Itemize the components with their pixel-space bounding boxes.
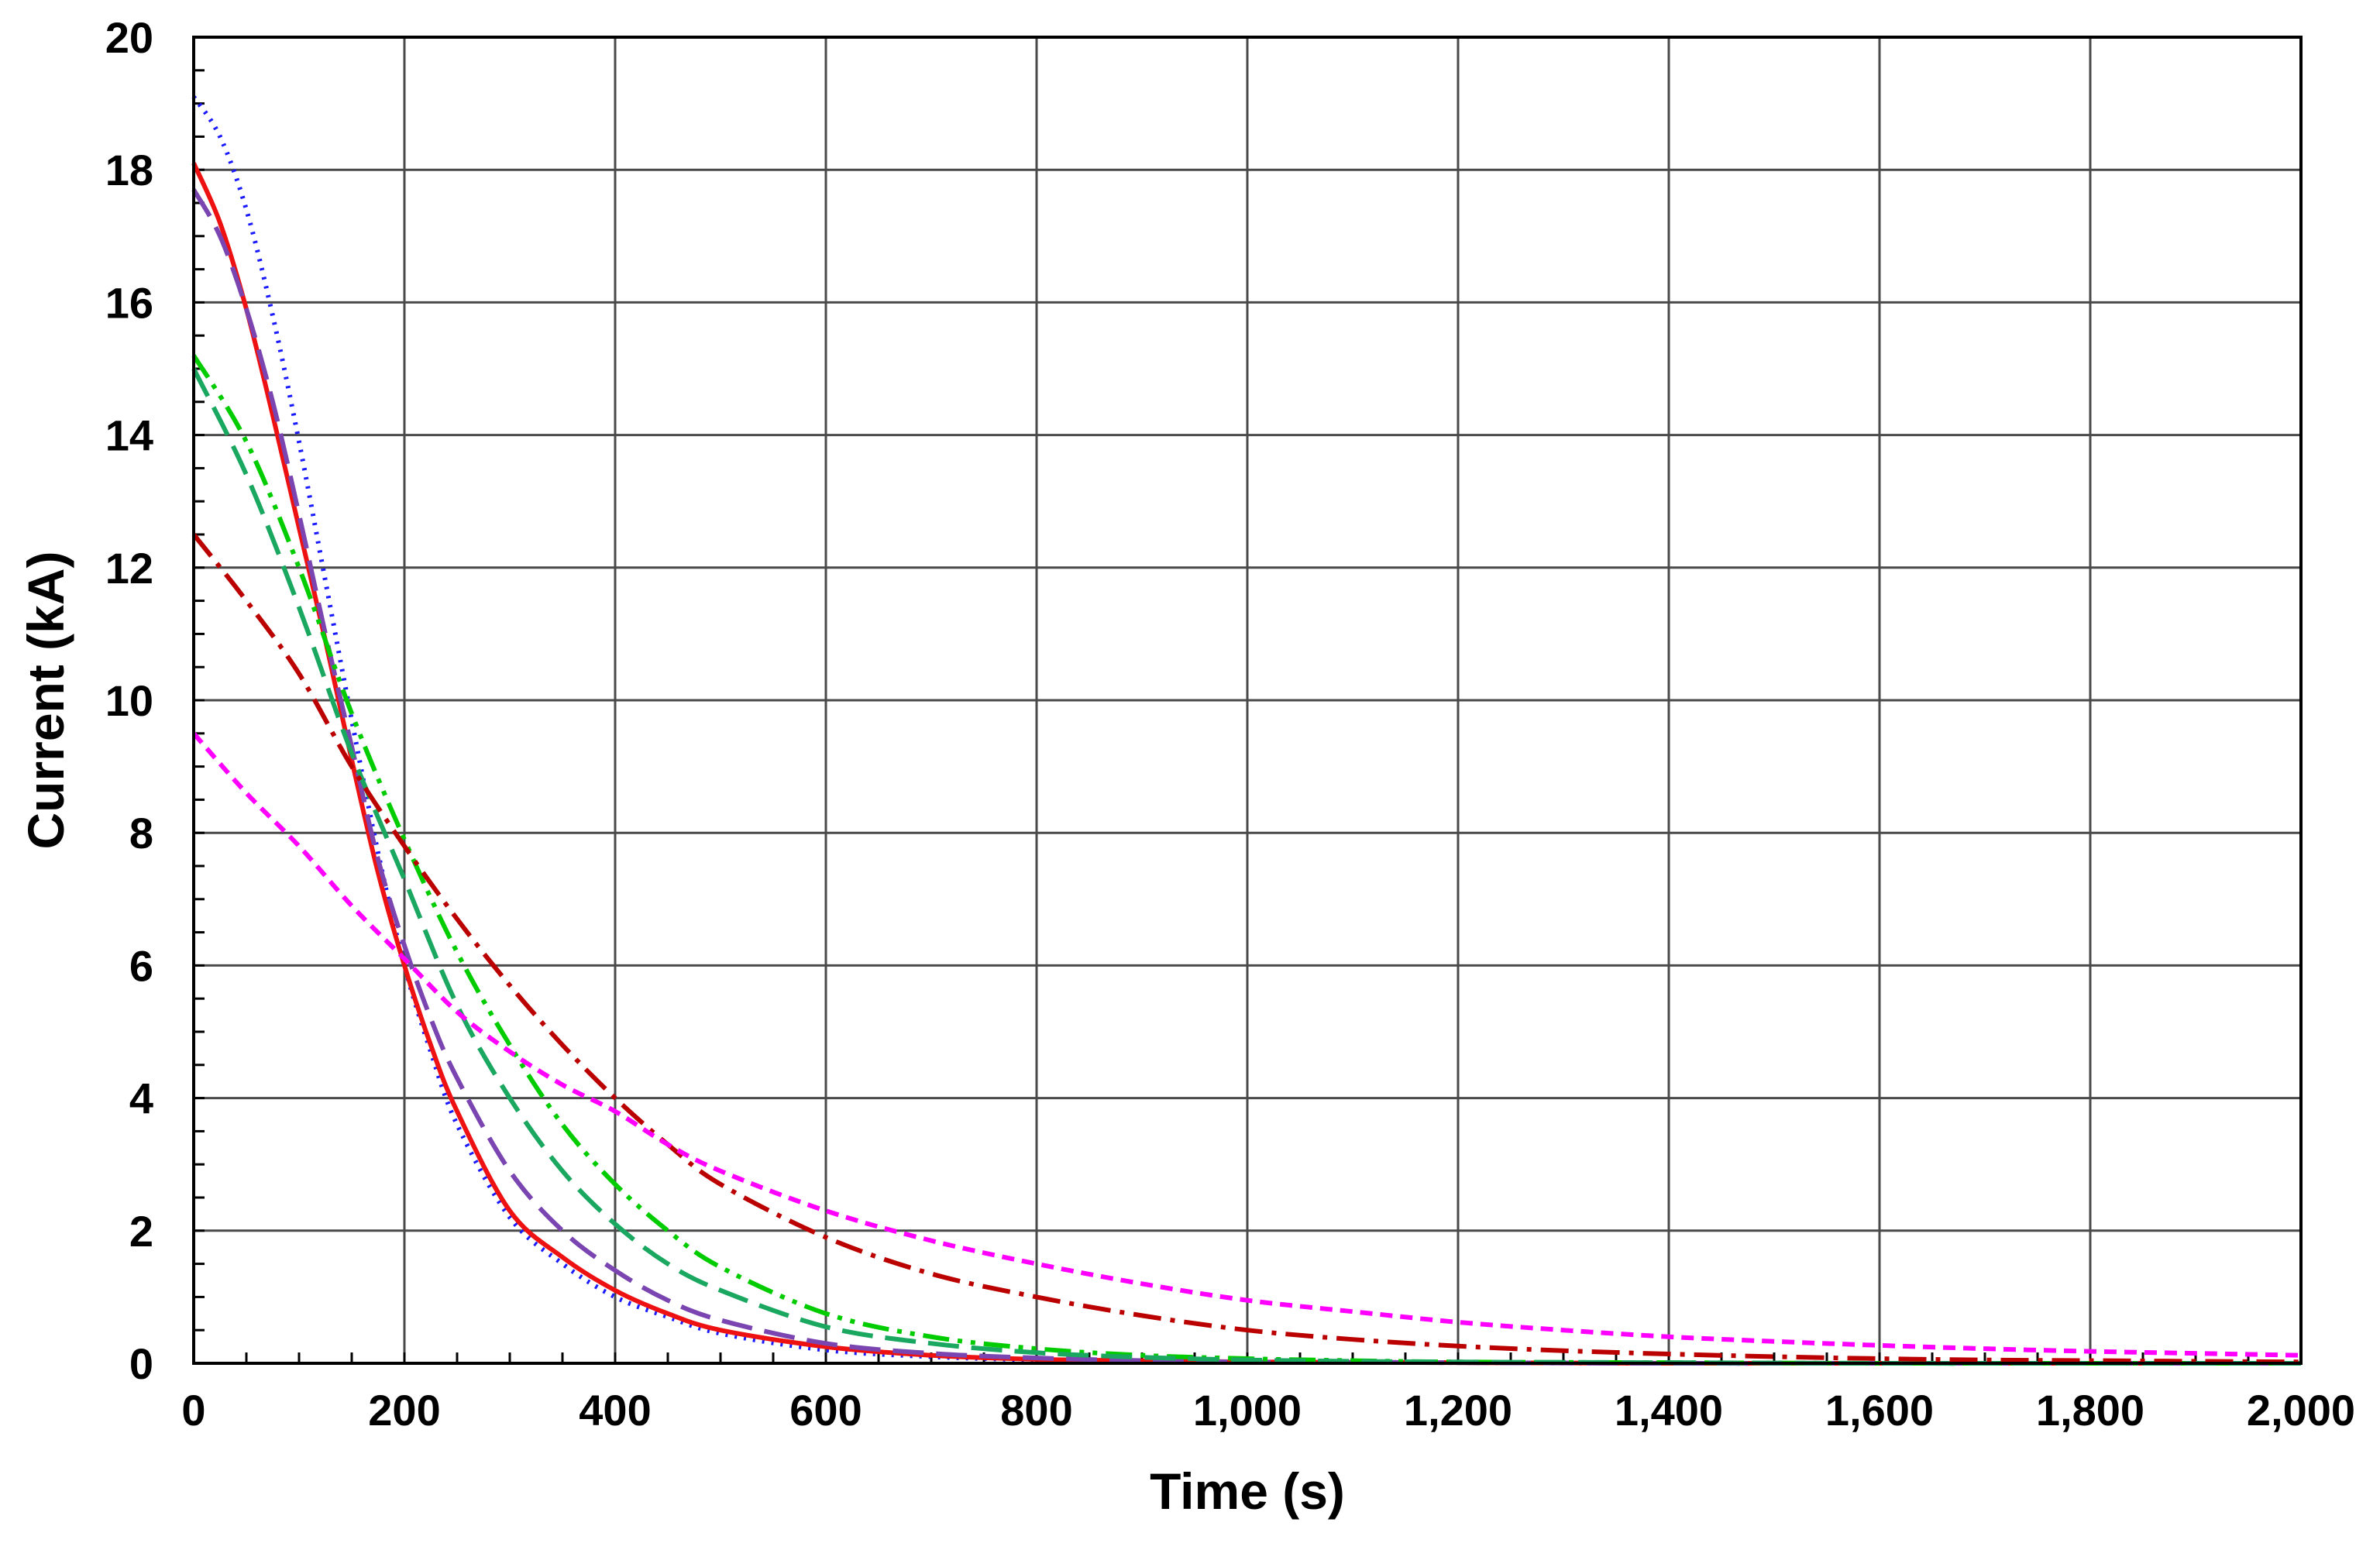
x-tick-label-2: 400 xyxy=(579,1386,651,1435)
y-axis-tick-labels: 0 2 4 6 8 10 12 14 16 18 20 xyxy=(105,13,153,1388)
x-tick-label-7: 1,400 xyxy=(1615,1386,1723,1435)
grid xyxy=(192,36,2303,1365)
x-tick-label-5: 1,000 xyxy=(1193,1386,1302,1435)
y-tick-label-3: 6 xyxy=(129,941,153,990)
y-tick-label-8: 16 xyxy=(105,278,153,327)
y-tick-label-5: 10 xyxy=(105,676,153,725)
y-tick-label-6: 12 xyxy=(105,544,153,593)
x-tick-label-8: 1,600 xyxy=(1825,1386,1934,1435)
series-line-5 xyxy=(191,533,2302,1365)
y-tick-label-1: 2 xyxy=(129,1207,153,1256)
y-axis-title: Current (kA) xyxy=(17,551,74,849)
y-tick-label-4: 8 xyxy=(129,809,153,857)
x-tick-label-3: 600 xyxy=(789,1386,862,1435)
y-tick-label-0: 0 xyxy=(129,1339,153,1388)
y-tick-label-9: 18 xyxy=(105,146,153,194)
y-tick-label-7: 14 xyxy=(105,411,153,460)
x-tick-label-1: 200 xyxy=(368,1386,440,1435)
x-tick-label-4: 800 xyxy=(1000,1386,1072,1435)
y-tick-label-2: 4 xyxy=(129,1074,153,1123)
plot-frame xyxy=(192,36,2303,1365)
x-tick-label-0: 0 xyxy=(181,1386,205,1435)
x-axis-tick-labels: 0 200 400 600 800 1,000 1,200 1,400 1,600 1,800 2,… xyxy=(181,1386,2355,1435)
x-tick-label-10: 2,000 xyxy=(2247,1386,2355,1435)
x-tick-label-9: 1,800 xyxy=(2036,1386,2144,1435)
y-tick-label-10: 20 xyxy=(105,13,153,62)
x-axis-title: Time (s) xyxy=(1150,1462,1345,1520)
x-tick-label-6: 1,200 xyxy=(1404,1386,1512,1435)
